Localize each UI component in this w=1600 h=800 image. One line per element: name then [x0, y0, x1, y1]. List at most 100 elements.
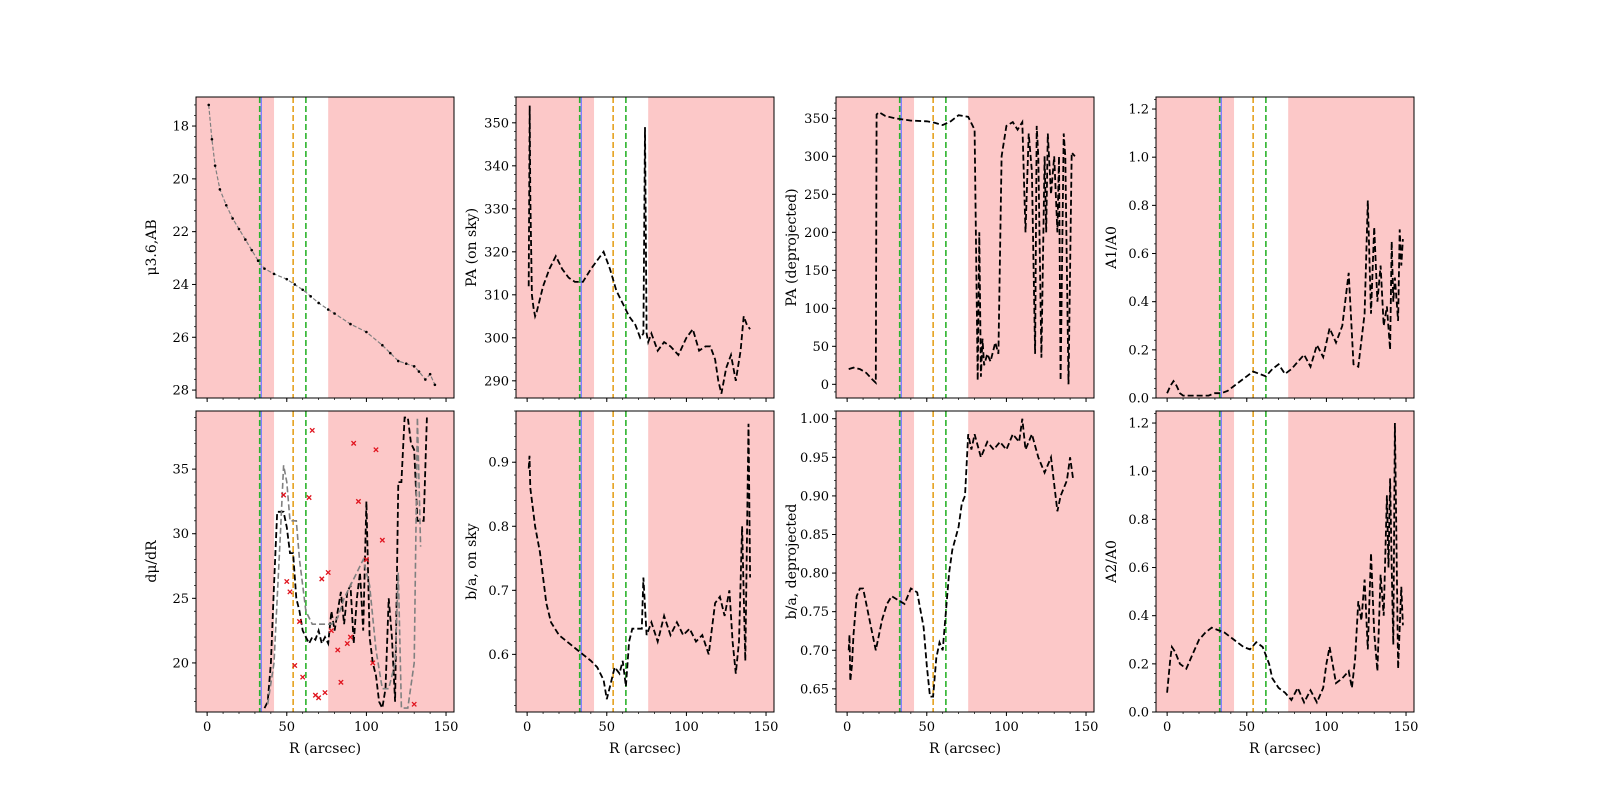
data-point	[207, 103, 211, 107]
panel-a1-a0: 0.0 0.2 0.4 0.6 0.8 1.0 1.2 A1/A0	[1104, 96, 1415, 407]
shaded-region	[968, 411, 1094, 712]
scatter-marker	[379, 537, 385, 543]
axes-frame	[1155, 410, 1415, 713]
x-tick-label: 0	[843, 720, 851, 735]
data-point	[317, 301, 320, 305]
scatter-marker	[335, 647, 341, 653]
y-tick-label: 200	[804, 226, 829, 241]
data-point	[388, 351, 392, 355]
shaded-region	[196, 411, 275, 712]
data-point	[404, 362, 408, 365]
y-tick-label: 350	[484, 116, 509, 131]
data-point	[333, 312, 336, 315]
y-tick-label: 0.2	[1128, 343, 1149, 358]
shaded-region	[648, 411, 774, 712]
y-axis-label: μ3.6,AB	[144, 219, 160, 275]
scatter-marker	[328, 627, 335, 634]
data-point	[301, 288, 305, 292]
scatter-marker	[325, 569, 331, 576]
y-tick-label: 24	[172, 278, 189, 293]
scatter-marker	[351, 440, 357, 446]
plot-area	[1156, 411, 1414, 712]
series-line	[848, 111, 1076, 385]
scatter-marker	[344, 640, 350, 647]
axes-frame	[195, 410, 455, 713]
y-tick-label: 300	[804, 150, 829, 165]
y-tick-label: 18	[172, 120, 189, 135]
x-axis-label: R (arcsec)	[929, 741, 1001, 757]
data-point	[237, 227, 241, 231]
scatter-marker	[370, 660, 376, 666]
y-tick-label: 0.4	[1128, 295, 1149, 310]
y-tick-label: 250	[804, 188, 829, 203]
y-axis-label: A2/A0	[1104, 540, 1120, 584]
panel-ba-on-sky: 0.6 0.7 0.8 0.9 0 50 100 150 R (arcsec) b/a, on s…	[464, 410, 778, 757]
scatter-marker	[292, 662, 298, 669]
panel-dmu-dr: 20 25 30 35 0 50 100 150 R (arcsec) dμ/dR	[144, 410, 458, 757]
data-point	[213, 164, 217, 167]
x-tick-label: 50	[599, 720, 616, 735]
y-tick-label: 340	[484, 159, 509, 174]
x-tick-label: 100	[994, 720, 1019, 735]
scatter-marker	[319, 576, 325, 582]
series-line	[1166, 200, 1404, 397]
series-line	[527, 423, 751, 700]
data-point	[293, 283, 297, 286]
y-tick-label: 30	[172, 527, 189, 542]
series-line-gray	[266, 417, 422, 709]
x-tick-label: 100	[1314, 720, 1339, 735]
scatter-marker	[306, 494, 312, 501]
plot-area	[836, 97, 1094, 398]
scatter-marker	[373, 447, 379, 453]
y-axis-label: b/a, deprojected	[784, 504, 800, 620]
data-point	[417, 370, 421, 373]
data-point	[365, 330, 368, 334]
y-axis-label: PA (deprojected)	[784, 188, 800, 306]
y-tick-label: 1.2	[1128, 417, 1149, 432]
scatter-marker	[347, 634, 354, 640]
y-tick-label: 0.8	[488, 520, 509, 535]
data-point	[433, 383, 437, 387]
series-line	[1166, 422, 1404, 705]
x-tick-label: 50	[919, 720, 936, 735]
scatter-marker	[300, 674, 306, 680]
data-point	[424, 378, 427, 381]
shaded-region	[516, 411, 595, 712]
scatter-marker	[355, 498, 362, 505]
data-point	[231, 217, 234, 220]
y-tick-label: 300	[484, 331, 509, 346]
y-tick-label: 0.2	[1128, 657, 1149, 672]
plot-area	[196, 411, 454, 712]
shaded-region	[648, 97, 774, 398]
x-tick-label: 50	[1239, 720, 1256, 735]
shaded-region	[328, 97, 454, 398]
y-tick-label: 1.0	[1128, 465, 1149, 480]
y-tick-label: 310	[484, 288, 509, 303]
y-tick-label: 50	[812, 340, 829, 355]
x-tick-label: 100	[354, 720, 379, 735]
shaded-region	[1156, 411, 1235, 712]
y-tick-label: 330	[484, 202, 509, 217]
data-point	[263, 267, 266, 270]
series-line	[847, 418, 1075, 698]
y-tick-label: 150	[804, 264, 829, 279]
y-tick-label: 0	[821, 378, 829, 393]
y-tick-label: 28	[172, 384, 189, 399]
data-point	[256, 259, 260, 263]
axes-frame	[1155, 96, 1415, 399]
x-tick-label: 0	[1163, 720, 1171, 735]
shaded-region	[1288, 97, 1414, 398]
scatter-marker	[284, 578, 290, 585]
data-point	[224, 203, 228, 207]
panel-pa-on-sky: 290 300 310 320 330 340 350 PA (on sky)	[464, 96, 775, 402]
y-axis-label: b/a, on sky	[464, 523, 480, 599]
data-point	[428, 372, 432, 376]
scatter-marker	[280, 492, 287, 498]
panel-ba-deprojected: 0.65 0.70 0.75 0.80 0.85 0.90 0.95 1.00 0 50 100 15…	[784, 410, 1098, 757]
data-point	[326, 308, 330, 311]
y-tick-label: 0.70	[800, 644, 829, 659]
profile-line	[208, 104, 436, 386]
y-tick-label: 0.0	[1128, 392, 1149, 407]
y-tick-label: 0.6	[1128, 561, 1149, 576]
